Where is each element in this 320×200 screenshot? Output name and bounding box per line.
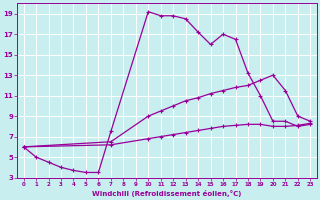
X-axis label: Windchill (Refroidissement éolien,°C): Windchill (Refroidissement éolien,°C) bbox=[92, 190, 242, 197]
